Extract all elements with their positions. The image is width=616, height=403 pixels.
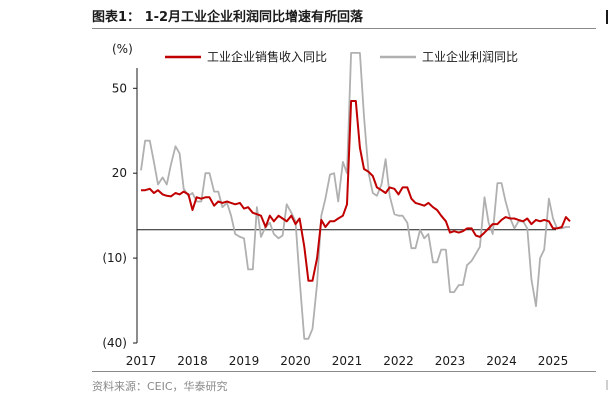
x-tick-label: 2023: [435, 354, 466, 368]
edge-decoration-bottom: [606, 380, 608, 390]
legend-item-profit-label: 工业企业利润同比: [422, 49, 518, 64]
x-tick-label: 2025: [538, 354, 569, 368]
chart-legend: 工业企业销售收入同比 工业企业利润同比: [165, 49, 518, 64]
edge-decoration-top: [606, 10, 608, 24]
y-tick-label: 20: [112, 166, 127, 180]
footer-rule: [92, 371, 596, 372]
y-tick-label: (40): [102, 336, 127, 350]
chart-title: 图表1： 1-2月工业企业利润同比增速有所回落: [92, 10, 364, 25]
x-tick-label: 2020: [280, 354, 311, 368]
y-tick-label: (10): [102, 251, 127, 265]
x-tick-label: 2018: [177, 354, 208, 368]
x-tick-label: 2017: [126, 354, 157, 368]
x-tick-label: 2019: [229, 354, 260, 368]
series-line-revenue: [141, 100, 571, 282]
legend-item-revenue-label: 工业企业销售收入同比: [207, 49, 327, 64]
source-note: 资料来源：CEIC，华泰研究: [92, 380, 228, 393]
x-tick-label: 2022: [383, 354, 414, 368]
title-rule: [92, 28, 596, 29]
chart-series: [140, 52, 571, 340]
series-line-profit: [140, 52, 570, 340]
y-unit-label: (%): [112, 42, 133, 56]
x-tick-label: 2024: [486, 354, 517, 368]
x-tick-label: 2021: [332, 354, 363, 368]
y-tick-label: 50: [112, 81, 127, 95]
chart-axes: (%) 50 20 (10) (40) 2017 2018 2019 2020 2021 2022 2…: [102, 42, 568, 368]
